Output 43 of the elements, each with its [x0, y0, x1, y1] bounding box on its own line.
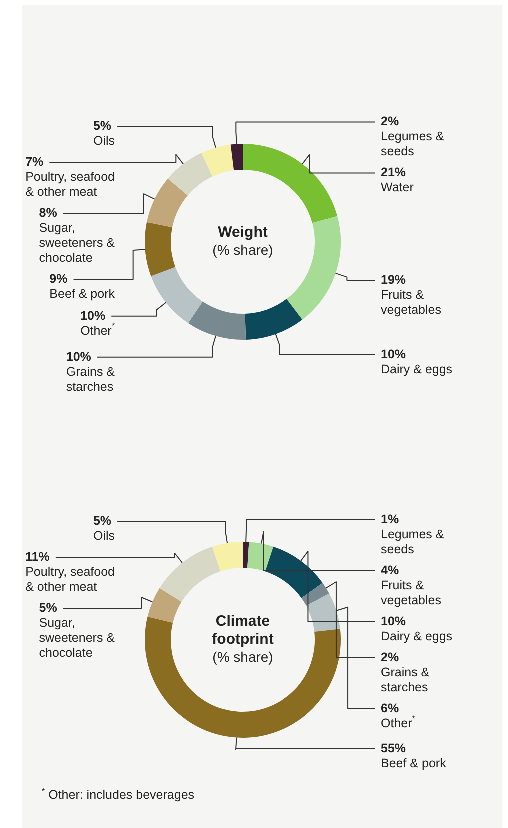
- data-label: 1%: [381, 512, 400, 527]
- data-label: 9%: [50, 272, 68, 286]
- data-label: 5%: [93, 119, 112, 134]
- slice-label: Dairy & eggs: [381, 362, 453, 376]
- data-label: 7%: [26, 155, 44, 170]
- data-label: 5%: [39, 600, 58, 615]
- slice-label: Dairy & eggs: [381, 630, 453, 644]
- slice-label: Oils: [93, 134, 116, 148]
- slice-label: Sugar, sweeteners & chocolate: [39, 221, 116, 266]
- text: (% share): [212, 242, 274, 258]
- data-label: 8%: [39, 206, 58, 220]
- data-label: 21%: [381, 166, 406, 180]
- data-label: 4%: [381, 564, 400, 578]
- data-label: 11%: [26, 550, 50, 564]
- slice-label: Other*: [80, 322, 116, 338]
- text: Weight: [218, 224, 268, 242]
- slice-label: Grains & starches: [381, 666, 430, 695]
- slice-label: Oils: [93, 528, 116, 543]
- data-label: 6%: [381, 702, 400, 716]
- slice-label: Legumes & seeds: [381, 130, 445, 159]
- data-label: 2%: [381, 114, 400, 129]
- slice-label: Beef & pork: [50, 287, 116, 302]
- slice-label: Legumes & seeds: [381, 528, 445, 557]
- slice-label: Poultry, seafood & other meat: [26, 170, 116, 200]
- text: Climate footprint: [212, 613, 274, 648]
- text: $^{*}$ Other: includes beverages: [42, 787, 195, 802]
- data-label: 2%: [381, 650, 400, 665]
- slice-label: Other*: [381, 714, 416, 731]
- data-label: 19%: [381, 272, 406, 287]
- slice-label: Fruits & vegetables: [381, 578, 442, 608]
- slice-label: Fruits & vegetables: [381, 288, 442, 317]
- slice-label: Poultry, seafood & other meat: [26, 564, 116, 594]
- data-label: 10%: [381, 347, 406, 362]
- text: (% share): [212, 648, 274, 665]
- slice-label: Sugar, sweeteners & chocolate: [39, 616, 116, 660]
- data-label: 5%: [93, 514, 112, 528]
- slice-label: Beef & pork: [381, 756, 448, 770]
- data-label: 10%: [381, 614, 406, 629]
- data-label: 10%: [66, 350, 92, 364]
- data-label: 55%: [381, 741, 406, 756]
- data-label: 10%: [80, 308, 106, 323]
- slice-label: Water: [381, 180, 414, 195]
- slice-label: Grains & starches: [66, 364, 116, 394]
